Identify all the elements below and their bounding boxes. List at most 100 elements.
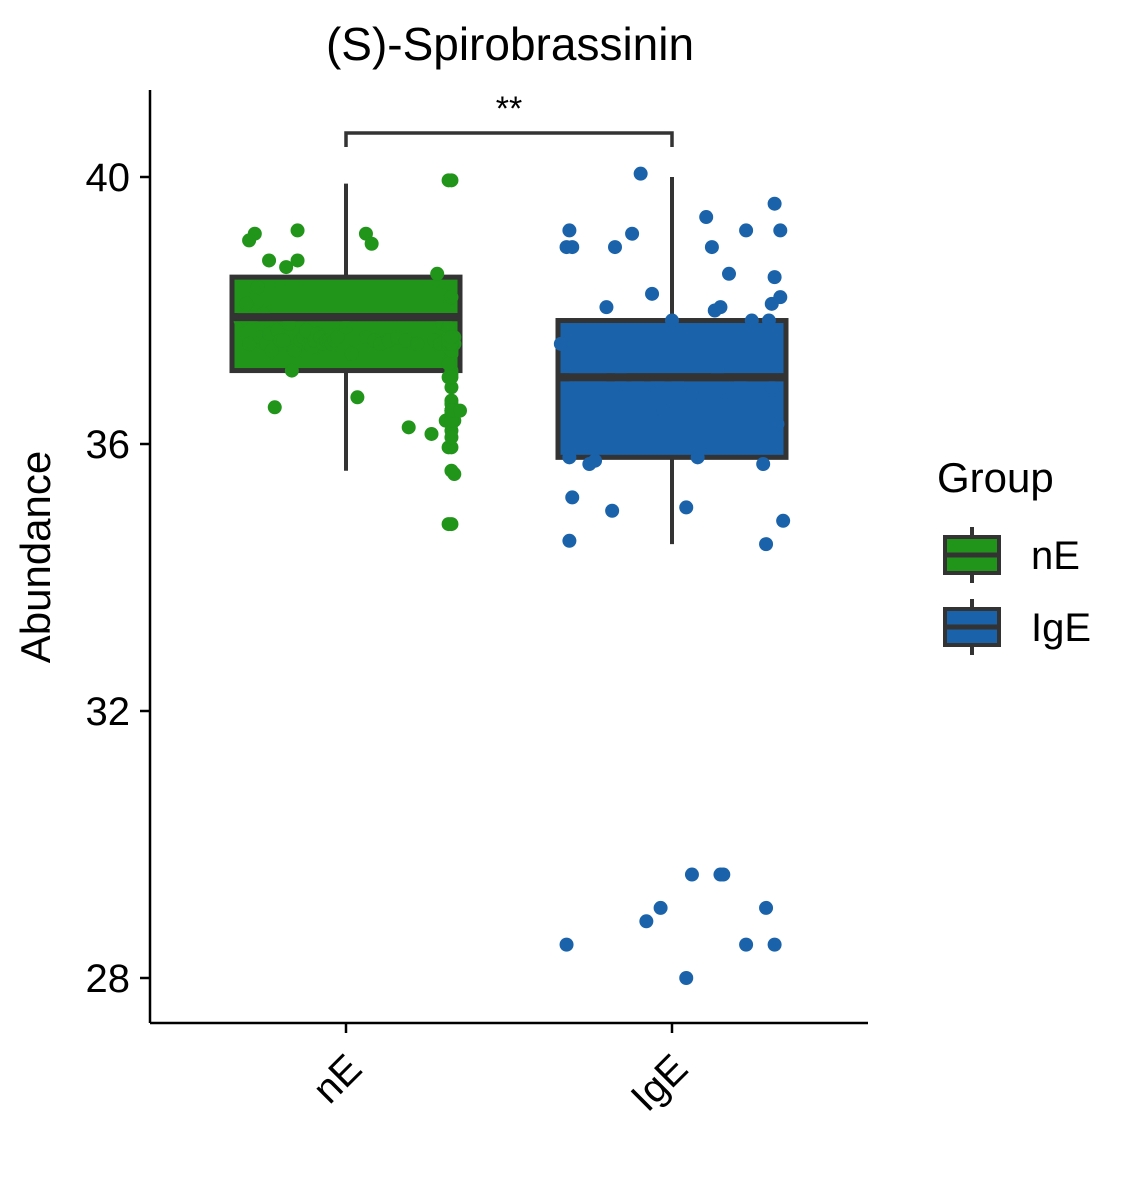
point-nE xyxy=(444,430,459,445)
point-IgE xyxy=(588,453,603,468)
point-IgE xyxy=(744,313,759,328)
point-nE xyxy=(242,233,257,248)
point-IgE xyxy=(770,416,785,431)
point-nE xyxy=(444,290,459,305)
point-IgE xyxy=(773,290,788,305)
point-IgE xyxy=(568,330,583,345)
point-nE xyxy=(401,420,416,435)
point-nE xyxy=(279,260,294,275)
point-IgE xyxy=(679,500,694,515)
point-nE xyxy=(453,403,467,418)
point-IgE xyxy=(599,300,614,315)
point-nE xyxy=(444,463,459,478)
point-nE xyxy=(276,333,291,348)
point-nE xyxy=(424,426,439,441)
point-IgE xyxy=(562,450,577,465)
point-nE xyxy=(344,346,359,361)
legend-label-IgE: IgE xyxy=(1031,606,1091,650)
point-IgE xyxy=(739,937,754,952)
point-IgE xyxy=(767,196,782,211)
box-IgE xyxy=(555,318,789,460)
point-IgE xyxy=(756,457,771,472)
point-IgE xyxy=(625,226,640,241)
point-nE xyxy=(239,296,254,311)
chart-title: (S)-Spirobrassinin xyxy=(326,18,694,70)
legend-title: Group xyxy=(937,454,1054,501)
point-IgE xyxy=(759,537,774,552)
point-nE xyxy=(441,517,456,532)
point-IgE xyxy=(716,867,731,882)
point-IgE xyxy=(553,336,568,351)
point-IgE xyxy=(773,223,788,238)
significance-bracket-line xyxy=(344,131,674,147)
point-IgE xyxy=(767,270,782,285)
point-IgE xyxy=(633,166,648,181)
point-nE xyxy=(398,333,413,348)
point-IgE xyxy=(739,223,754,238)
y-axis-label: Abundance xyxy=(12,451,59,664)
point-IgE xyxy=(684,386,699,401)
point-IgE xyxy=(776,513,791,528)
point-IgE xyxy=(761,313,776,328)
point-IgE xyxy=(565,240,580,255)
point-IgE xyxy=(639,390,654,405)
y-tick-label: 40 xyxy=(86,156,131,200)
point-nE xyxy=(299,323,314,338)
point-IgE xyxy=(716,396,731,411)
point-nE xyxy=(444,380,459,395)
point-nE xyxy=(350,390,365,405)
point-nE xyxy=(441,173,456,188)
point-nE xyxy=(330,330,345,345)
x-tick-label-IgE: IgE xyxy=(623,1046,697,1120)
y-tick-label: 36 xyxy=(86,423,131,467)
point-IgE xyxy=(684,867,699,882)
point-IgE xyxy=(665,313,679,328)
point-IgE xyxy=(605,503,620,518)
x-tick-label-nE: nE xyxy=(305,1046,371,1112)
point-nE xyxy=(290,253,305,268)
x-ticks: nE IgE xyxy=(305,1023,697,1120)
point-nE xyxy=(410,336,425,351)
significance-bracket: ** xyxy=(344,90,674,147)
point-IgE xyxy=(690,450,705,465)
point-nE xyxy=(444,330,459,345)
point-nE xyxy=(364,236,379,251)
point-IgE xyxy=(565,490,580,505)
point-IgE xyxy=(679,971,694,985)
y-ticks: 28 32 36 40 xyxy=(86,156,150,1001)
point-IgE xyxy=(639,914,654,929)
point-IgE xyxy=(619,383,634,398)
point-nE xyxy=(267,400,282,415)
point-IgE xyxy=(767,937,782,952)
point-nE xyxy=(242,336,257,351)
point-IgE xyxy=(696,390,711,405)
point-nE xyxy=(339,320,353,335)
point-nE xyxy=(290,223,305,238)
y-tick-label: 32 xyxy=(86,690,131,734)
point-IgE xyxy=(562,533,577,548)
point-IgE xyxy=(559,937,574,952)
point-IgE xyxy=(704,240,719,255)
axes xyxy=(148,90,868,1025)
point-IgE xyxy=(699,210,714,225)
legend: Group nE IgE xyxy=(937,454,1091,655)
point-IgE xyxy=(645,286,660,301)
point-nE xyxy=(430,266,445,281)
point-nE xyxy=(444,370,459,385)
point-IgE xyxy=(656,403,671,418)
box-plots xyxy=(229,177,789,545)
point-IgE xyxy=(713,300,728,315)
point-IgE xyxy=(764,380,779,395)
y-tick-label: 28 xyxy=(86,957,131,1001)
point-IgE xyxy=(759,900,774,915)
point-nE xyxy=(262,253,277,268)
point-nE xyxy=(264,343,279,358)
point-IgE xyxy=(653,900,668,915)
legend-label-nE: nE xyxy=(1031,534,1080,578)
point-IgE xyxy=(722,266,736,281)
point-nE xyxy=(250,280,265,295)
point-nE xyxy=(441,356,456,371)
significance-label: ** xyxy=(496,90,522,128)
point-nE xyxy=(284,363,299,378)
